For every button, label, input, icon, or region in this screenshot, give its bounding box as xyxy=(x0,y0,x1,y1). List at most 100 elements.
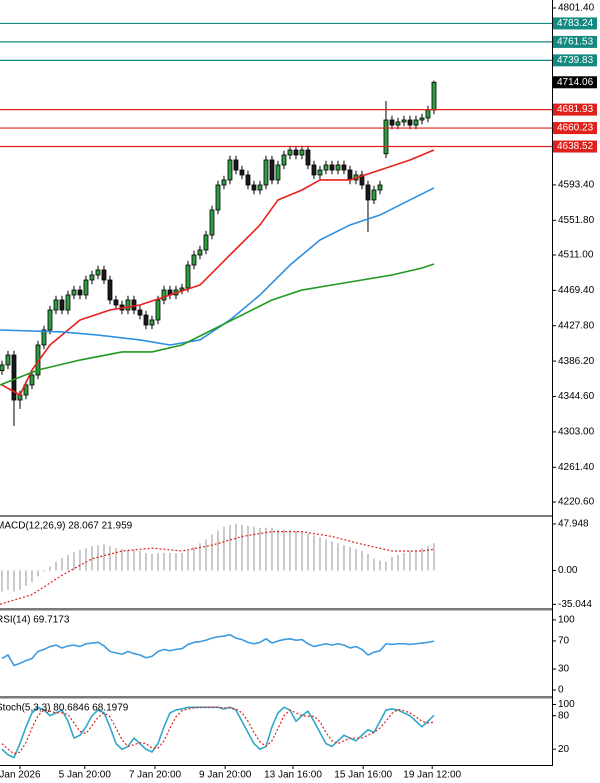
y-tick-label: -35.044 xyxy=(558,599,592,610)
candle-body xyxy=(5,354,11,366)
candle-body xyxy=(281,154,287,166)
current-price-box xyxy=(553,76,597,89)
candle-body xyxy=(41,329,47,346)
y-tick-label: 100 xyxy=(558,699,575,710)
candle-body xyxy=(83,279,89,296)
candle-body xyxy=(0,364,5,372)
candle-body xyxy=(251,184,257,191)
candle-body xyxy=(71,289,77,296)
y-tick-label: 4220.60 xyxy=(558,497,595,508)
y-tick-label: 4469.40 xyxy=(558,285,595,296)
candle-body xyxy=(323,164,329,171)
candle-body xyxy=(269,159,275,181)
x-tick-label: 19 Jan 12:00 xyxy=(403,770,461,781)
x-tick-label: 15 Jan 16:00 xyxy=(334,770,392,781)
level-label-box xyxy=(553,54,597,67)
panel-separator xyxy=(0,608,553,611)
candle-body xyxy=(245,174,251,186)
indicator-line xyxy=(0,187,435,346)
candle-body xyxy=(413,119,419,126)
candle-body xyxy=(335,164,341,171)
indicator-line xyxy=(0,263,435,386)
candle-body xyxy=(221,179,227,186)
candle-body xyxy=(11,354,17,401)
candle-body xyxy=(107,279,113,301)
candle-body xyxy=(143,314,149,326)
candle-body xyxy=(113,299,119,306)
candle-body xyxy=(89,274,95,281)
y-tick-label: 4303.00 xyxy=(558,427,595,438)
candle-body xyxy=(293,149,299,156)
candle-body xyxy=(257,184,263,191)
candle-body xyxy=(203,234,209,251)
candle-body xyxy=(377,184,383,191)
candle-body xyxy=(53,299,59,311)
y-tick-label: 70 xyxy=(558,636,570,647)
y-tick-label: 4593.40 xyxy=(558,180,595,191)
candle-body xyxy=(149,319,155,326)
candle-body xyxy=(59,299,65,311)
candle-body xyxy=(275,164,281,181)
candle-body xyxy=(227,159,233,181)
candle-body xyxy=(155,299,161,321)
indicator-line xyxy=(0,531,435,605)
candle-body xyxy=(209,209,215,236)
candle-body xyxy=(263,159,269,186)
x-tick-label: 13 Jan 16:00 xyxy=(264,770,322,781)
candle-body xyxy=(65,294,71,311)
candle-body xyxy=(359,174,365,186)
candle-body xyxy=(161,289,167,301)
y-tick-label: 47.948 xyxy=(558,519,589,530)
indicator-title: Stoch(5,3,3) 80.6846 68.1979 xyxy=(0,703,129,714)
y-tick-label: 0.00 xyxy=(558,565,578,576)
candle-body xyxy=(407,119,413,126)
level-label: 4761.53 xyxy=(557,37,594,48)
candle-body xyxy=(347,169,353,181)
indicator-title: MACD(12,26,9) 28.067 21.959 xyxy=(0,521,133,532)
candle-body xyxy=(197,249,203,256)
candle-body xyxy=(125,299,131,311)
candle-body xyxy=(29,374,35,386)
y-tick-label: 4386.20 xyxy=(558,356,595,367)
current-price-label: 4714.06 xyxy=(557,77,594,88)
indicator-line xyxy=(1,149,435,396)
candle-body xyxy=(233,159,239,171)
candle-body xyxy=(317,169,323,176)
candle-body xyxy=(371,189,377,201)
candle-body xyxy=(287,149,293,156)
candle-body xyxy=(185,264,191,289)
y-tick-label: 4344.60 xyxy=(558,391,595,402)
candle-body xyxy=(431,81,437,111)
x-tick-label: 7 Jan 20:00 xyxy=(129,770,182,781)
candle-body xyxy=(239,169,245,176)
x-tick-label: 5 Jan 20:00 xyxy=(59,770,112,781)
y-tick-label: 0 xyxy=(558,685,564,696)
candle-body xyxy=(299,149,305,156)
candle-body xyxy=(305,149,311,166)
level-label-box xyxy=(553,103,597,116)
candle-body xyxy=(191,254,197,266)
candle-body xyxy=(179,287,185,291)
y-tick-label: 80 xyxy=(558,710,570,721)
y-tick-label: 30 xyxy=(558,664,570,675)
y-tick-label: 4261.40 xyxy=(558,462,595,473)
indicator-line xyxy=(1,633,435,667)
y-tick-label: 4511.00 xyxy=(558,250,594,261)
level-label: 4783.24 xyxy=(557,18,594,29)
candle-body xyxy=(47,309,53,331)
candle-body xyxy=(419,117,425,121)
y-tick-label: 20 xyxy=(558,744,570,755)
y-tick-label: 4427.80 xyxy=(558,320,595,331)
candle-body xyxy=(311,164,317,176)
indicator-line xyxy=(1,706,435,755)
candle-body xyxy=(401,119,407,123)
indicator-title: RSI(14) 69.7173 xyxy=(0,615,70,626)
candle-body xyxy=(137,309,143,316)
level-label: 4638.52 xyxy=(557,141,594,152)
candle-body xyxy=(23,384,29,396)
level-label-box xyxy=(553,122,597,135)
panel-separator xyxy=(0,696,553,699)
level-label: 4660.23 xyxy=(557,123,594,134)
y-tick-label: 100 xyxy=(558,615,575,626)
